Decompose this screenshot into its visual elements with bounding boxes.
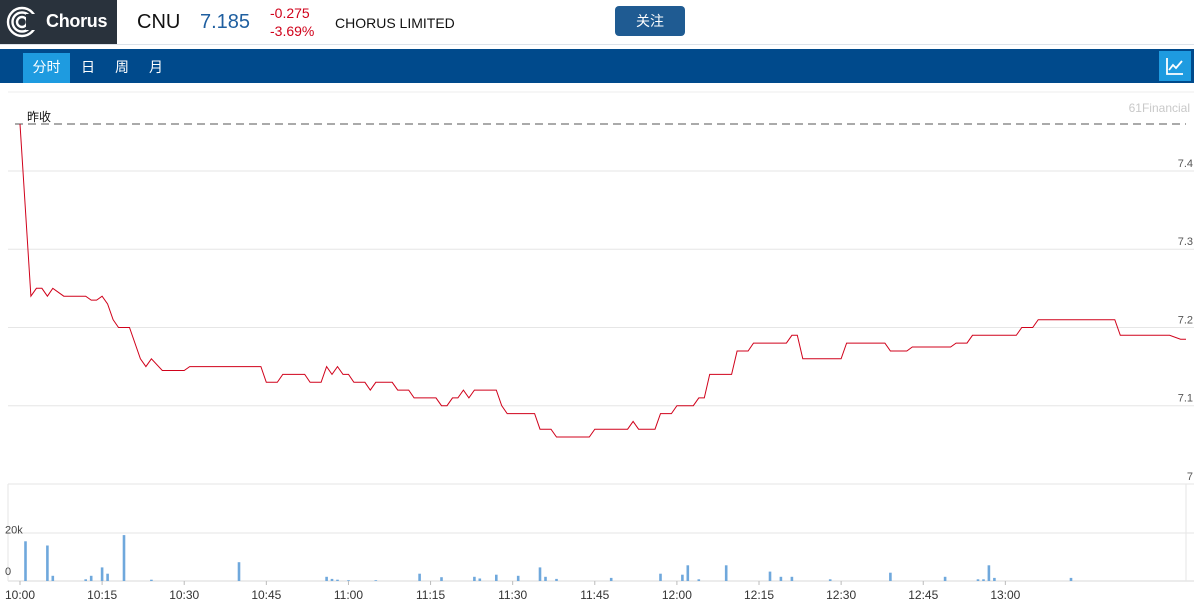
brand-name: Chorus xyxy=(46,11,108,31)
volume-bar xyxy=(122,535,126,581)
y-tick-label: 7.1 xyxy=(1178,393,1193,405)
x-tick-label: 12:00 xyxy=(662,588,692,602)
x-tick-label: 12:30 xyxy=(826,588,856,602)
x-tick-label: 11:45 xyxy=(580,588,609,602)
volume-tick-label: 0 xyxy=(5,566,11,578)
chart-toggle-button[interactable] xyxy=(1159,51,1191,81)
volume-bar xyxy=(889,572,892,581)
volume-bars xyxy=(24,535,1073,581)
volume-bar xyxy=(555,578,558,581)
volume-bar xyxy=(697,579,701,581)
volume-bar xyxy=(89,575,93,581)
y-tick-label: 7.2 xyxy=(1178,314,1193,326)
volume-bar xyxy=(150,579,153,581)
volume-bar xyxy=(336,579,339,581)
change-percent: -3.69% xyxy=(270,23,315,39)
volume-bar xyxy=(544,576,547,581)
volume-bar xyxy=(790,576,794,581)
volume-bar xyxy=(418,573,421,581)
volume-bar xyxy=(24,541,27,581)
brand-logo[interactable]: Chorus xyxy=(0,0,117,44)
volume-bar xyxy=(237,562,241,581)
volume-bar xyxy=(976,579,980,581)
chart-grid xyxy=(7,91,1194,582)
x-tick-label: 13:00 xyxy=(990,588,1020,602)
x-axis: 10:00 10:15 10:30 10:45 11:00 11:15 11:30 11:45… xyxy=(5,581,1021,602)
watermark: 61Financial xyxy=(1129,101,1190,115)
y-tick-label: 7 xyxy=(1187,471,1193,483)
follow-button[interactable]: 关注 xyxy=(615,6,685,36)
volume-bar xyxy=(609,577,613,581)
volume-bar xyxy=(943,576,947,581)
period-tabs: 分时 日 周 月 xyxy=(0,49,1194,83)
tab-week[interactable]: 周 xyxy=(115,60,129,76)
chorus-rings-icon xyxy=(6,6,40,38)
price-change: -0.275 -3.69% xyxy=(270,4,314,40)
volume-bar xyxy=(538,567,542,581)
volume-bar xyxy=(987,565,991,581)
y-axis: 7.4 7.3 7.2 7.1 7 xyxy=(1178,158,1193,483)
prev-close-label: 昨收 xyxy=(27,110,51,124)
volume-bar xyxy=(993,577,996,581)
y-tick-label: 7.4 xyxy=(1178,158,1193,170)
tab-day[interactable]: 日 xyxy=(81,60,95,76)
volume-bar xyxy=(495,574,498,581)
x-tick-label: 12:45 xyxy=(908,588,938,602)
volume-bar xyxy=(440,577,443,581)
volume-bar xyxy=(347,580,350,581)
volume-bar xyxy=(1069,577,1073,581)
x-tick-label: 11:15 xyxy=(416,588,445,602)
volume-bar xyxy=(724,565,728,581)
company-name: CHORUS LIMITED xyxy=(335,15,455,31)
volume-bar xyxy=(84,579,87,581)
volume-bar xyxy=(982,579,985,581)
volume-bar xyxy=(686,565,690,581)
volume-bar xyxy=(46,545,49,581)
volume-bar xyxy=(478,578,482,581)
line-chart-icon xyxy=(1166,58,1183,75)
x-tick-label: 11:00 xyxy=(334,588,363,602)
volume-bar xyxy=(779,576,783,581)
price-line xyxy=(19,123,1186,438)
x-tick-label: 10:45 xyxy=(251,588,281,602)
volume-axis: 20k 0 xyxy=(5,524,23,578)
volume-bar xyxy=(659,573,662,581)
tab-intraday[interactable]: 分时 xyxy=(23,53,70,83)
x-tick-label: 10:00 xyxy=(5,588,35,602)
volume-bar xyxy=(768,571,772,581)
volume-bar xyxy=(330,578,334,581)
volume-bar xyxy=(325,576,328,581)
volume-bar xyxy=(516,575,520,581)
volume-bar xyxy=(51,575,55,581)
volume-bar xyxy=(100,567,104,581)
x-tick-label: 11:30 xyxy=(498,588,527,602)
volume-bar xyxy=(374,580,378,581)
last-price: 7.185 xyxy=(200,11,251,33)
ticker-symbol: CNU xyxy=(137,11,181,33)
volume-bar xyxy=(473,576,476,581)
quote-header: Chorus CNU 7.185 -0.275 -3.69% CHORUS LI… xyxy=(0,0,1194,45)
volume-bar xyxy=(106,573,109,581)
x-tick-label: 12:15 xyxy=(744,588,774,602)
x-tick-label: 10:15 xyxy=(87,588,117,602)
x-tick-label: 10:30 xyxy=(169,588,199,602)
tab-month[interactable]: 月 xyxy=(149,60,163,76)
volume-tick-label: 20k xyxy=(5,524,23,536)
volume-bar xyxy=(828,579,832,581)
volume-bar xyxy=(681,574,684,581)
change-value: -0.275 xyxy=(270,5,310,21)
y-tick-label: 7.3 xyxy=(1178,236,1193,248)
